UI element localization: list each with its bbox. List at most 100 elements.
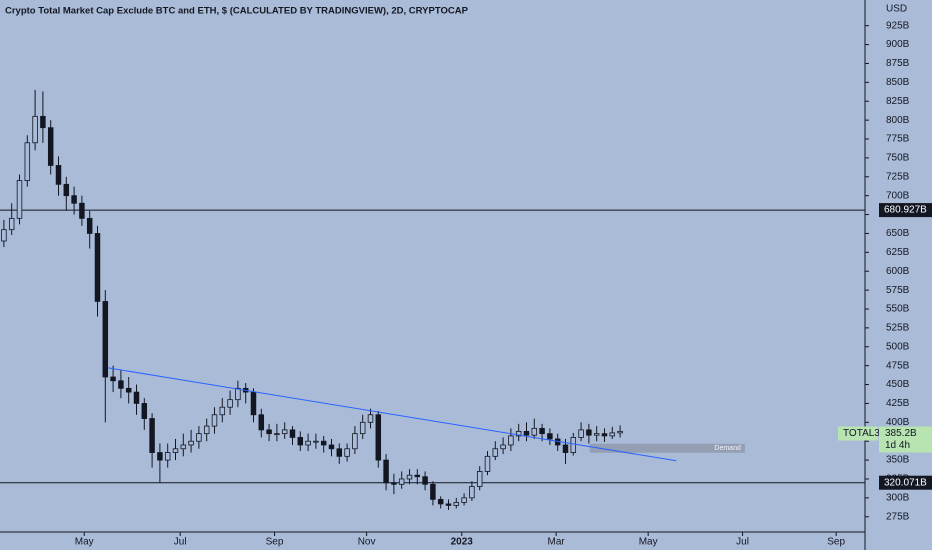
candle-body [515, 430, 522, 437]
candle-body [539, 427, 545, 435]
level-label-box [879, 203, 932, 218]
candle-body [157, 452, 163, 461]
candle-body [469, 486, 475, 499]
candle-body [274, 433, 280, 436]
candle-body [250, 391, 257, 416]
candle-body [94, 233, 101, 302]
symbol-box [838, 426, 878, 441]
y-tick-label: 350B [886, 455, 910, 466]
candle-body [367, 414, 374, 423]
y-tick-label: 600B [886, 266, 910, 277]
y-tick-label: 875B [886, 58, 910, 69]
candle-body [40, 115, 46, 129]
candle-body [71, 195, 77, 204]
y-tick-label: 625B [886, 247, 910, 258]
x-tick-label: Sep [827, 537, 845, 548]
candle-body [422, 476, 428, 485]
chart-title: Crypto Total Market Cap Exclude BTC and … [5, 6, 469, 17]
candle-body [445, 503, 452, 506]
candle-body [336, 448, 343, 457]
candle-body [593, 433, 600, 436]
y-tick-label: 450B [886, 379, 910, 390]
candle-body [164, 452, 171, 461]
candle-body [125, 387, 132, 393]
candle-body [102, 301, 109, 378]
candle-body [281, 429, 288, 435]
x-tick-label: 2023 [451, 537, 474, 548]
y-tick-label: 525B [886, 323, 910, 334]
candle-body [391, 482, 397, 485]
x-tick-label: Jul [174, 537, 187, 548]
y-tick-label: 775B [886, 134, 910, 145]
candle-body [47, 127, 54, 166]
candle-body [227, 399, 233, 408]
candle-body [211, 414, 218, 427]
candle-body [203, 425, 210, 435]
candle-body [55, 165, 62, 185]
symbol-label: TOTAL3 [843, 428, 880, 439]
candle-body [289, 429, 296, 438]
y-tick-label: 800B [886, 115, 910, 126]
candle-body [320, 440, 327, 446]
y-tick-label: 725B [886, 171, 910, 182]
candle-body [188, 440, 194, 446]
candle-body [430, 483, 436, 500]
y-tick-label: 475B [886, 360, 910, 371]
candle-body [297, 437, 304, 446]
candle-body [609, 432, 616, 437]
candle-body [476, 471, 483, 487]
candle-body [578, 429, 584, 438]
y-tick-label: 850B [886, 77, 910, 88]
level-label: 320.071B [884, 477, 927, 488]
candle-body [118, 380, 124, 389]
candle-body [500, 444, 506, 450]
candle-body [1, 229, 7, 242]
candle-body [305, 440, 311, 446]
candle-body [570, 437, 577, 453]
candle-body [133, 391, 140, 404]
y-tick-label: 700B [886, 190, 910, 201]
level-label-box [879, 475, 932, 490]
candle-body [149, 418, 155, 453]
y-tick-label: 425B [886, 398, 910, 409]
candle-body [531, 427, 538, 436]
y-tick-label: 900B [886, 39, 910, 50]
x-tick-label: May [639, 537, 658, 548]
y-tick-label: 275B [886, 511, 910, 522]
candle-body [414, 474, 421, 478]
candle-body [86, 217, 93, 234]
candle-body [24, 142, 31, 181]
y-tick-label: 300B [886, 493, 910, 504]
y-tick-label: 650B [886, 228, 910, 239]
x-tick-label: Jul [736, 537, 749, 548]
last-price-label: 385.2B [885, 428, 917, 439]
candle-body [484, 455, 491, 472]
candle-body [383, 459, 389, 484]
candle-body [110, 376, 116, 382]
y-tick-label: 825B [886, 96, 910, 107]
x-tick-label: May [75, 537, 94, 548]
currency-label: USD [886, 4, 907, 15]
candle-body [601, 433, 608, 437]
candle-body [523, 430, 530, 436]
candle-body [235, 387, 241, 401]
y-tick-label: 925B [886, 20, 910, 31]
candle-body [453, 502, 460, 506]
candle-body [508, 435, 514, 446]
y-tick-label: 550B [886, 304, 910, 315]
x-tick-label: Nov [358, 537, 376, 548]
y-tick-label: 400B [886, 417, 910, 428]
candle-body [437, 498, 444, 505]
candle-body [492, 448, 499, 457]
zone-label: Demand [714, 445, 741, 452]
candle-body [266, 429, 272, 435]
candle-body [16, 180, 23, 219]
x-tick-label: Mar [548, 537, 566, 548]
candle-body [547, 433, 553, 440]
x-tick-label: Sep [266, 537, 284, 548]
candle-body [562, 444, 569, 453]
y-tick-label: 750B [886, 153, 910, 164]
candle-body [32, 115, 38, 144]
candle-body [398, 478, 405, 485]
